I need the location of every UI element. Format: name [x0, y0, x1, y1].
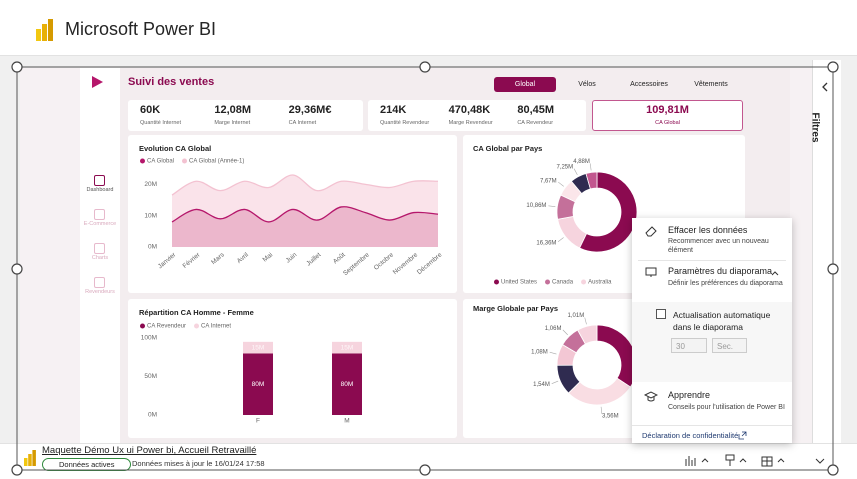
menu-item-title[interactable]: Paramètres du diaporama	[668, 266, 773, 276]
legend-label: CA Global (Année-1)	[189, 159, 244, 165]
monitor-icon	[645, 267, 657, 277]
collapse-chevron[interactable]	[770, 268, 780, 278]
legend-label: CA Global	[147, 159, 174, 165]
donut-slice	[557, 215, 588, 249]
data-label: 80M	[252, 381, 265, 388]
data-label: 15M	[341, 344, 354, 351]
data-label: 1,06M	[545, 326, 562, 332]
app-title: Microsoft Power BI	[65, 19, 217, 39]
header-bar	[0, 0, 857, 56]
x-tick-label: Septembre	[342, 251, 371, 277]
checkbox-label: Actualisation automatique dans le diapor…	[673, 310, 771, 332]
x-tick-label: M	[344, 418, 349, 425]
x-tick-label: Janvier	[157, 251, 178, 270]
update-info: Données mises à jour le 16/01/24 17:58	[132, 459, 265, 468]
x-tick-label: Avril	[236, 251, 251, 265]
y-tick-label: 0M	[148, 244, 157, 251]
x-tick-label: Août	[332, 251, 347, 265]
power-bi-logo	[36, 19, 53, 41]
x-tick-label: Février	[182, 251, 203, 270]
power-bi-logo	[24, 450, 36, 466]
settings-menu: Effacer les données Recommencer avec un …	[632, 218, 792, 443]
menu-item-title[interactable]: Effacer les données	[668, 225, 748, 235]
data-label: 80M	[341, 381, 354, 388]
x-tick-label: Mars	[210, 251, 226, 266]
y-tick-label: 20M	[144, 181, 157, 188]
status-badge[interactable]: Données actives	[42, 458, 132, 471]
leader-line	[562, 329, 568, 336]
data-label: 3,56M	[602, 413, 619, 419]
data-label: 15M	[252, 344, 265, 351]
data-label: 1,08M	[531, 349, 548, 355]
y-tick-label: 100M	[141, 335, 157, 342]
y-tick-label: 10M	[144, 212, 157, 219]
unit-select[interactable]: Sec.	[712, 338, 747, 353]
menu-item-desc: Définir les préférences du diaporama	[668, 280, 783, 287]
legend-label: United States	[501, 280, 537, 286]
x-tick-label: Juin	[285, 251, 299, 264]
x-tick-label: F	[256, 418, 260, 425]
leader-line	[549, 351, 557, 355]
x-tick-label: Octobre	[373, 251, 396, 271]
leader-line	[557, 237, 564, 242]
data-label: 7,25M	[556, 164, 573, 170]
checkbox[interactable]	[656, 309, 666, 319]
legend-marker	[494, 279, 499, 285]
legend-marker	[182, 158, 188, 164]
data-label: 4,88M	[573, 159, 590, 165]
divider	[638, 260, 786, 261]
leader-line	[584, 317, 587, 325]
y-tick-label: 50M	[144, 373, 157, 380]
legend-marker	[140, 323, 145, 329]
leader-line	[548, 205, 556, 207]
leader-line	[558, 181, 564, 187]
x-tick-label: Mai	[262, 251, 275, 263]
data-label: 10,86M	[526, 203, 546, 209]
x-tick-label: Décembre	[416, 251, 444, 276]
menu-item-desc: Recommencer avec un nouveau élément	[668, 238, 769, 254]
chart-title: Répartition CA Homme - Femme	[139, 308, 254, 317]
privacy-link[interactable]: Déclaration de confidentialité	[642, 431, 739, 440]
data-label: 16,36M	[536, 241, 556, 247]
interval-input[interactable]: 30	[671, 338, 707, 353]
leader-line	[573, 168, 578, 176]
y-tick-label: 0M	[148, 412, 157, 419]
x-tick-label: Novembre	[392, 251, 420, 276]
chart-title: CA Global par Pays	[473, 144, 542, 153]
chart-title: Evolution CA Global	[139, 144, 211, 153]
leader-line	[589, 163, 592, 171]
legend-marker	[194, 323, 200, 329]
chart-title: Marge Globale par Pays	[473, 304, 558, 313]
legend-label: CA Revendeur	[147, 324, 186, 330]
data-label: 7,67M	[540, 178, 557, 184]
report-link[interactable]: Maquette Démo Ux ui Power bi, Accueil Re…	[42, 445, 257, 456]
menu-item-desc: Conseils pour l'utilisation de Power BI	[668, 404, 785, 411]
legend-label: CA Internet	[201, 324, 231, 330]
divider	[632, 425, 792, 426]
data-label: 1,54M	[533, 382, 550, 388]
learn-icon	[644, 391, 658, 402]
eraser-icon	[645, 226, 657, 237]
x-tick-label: Juillet	[305, 251, 322, 267]
legend-label: Canada	[552, 280, 574, 286]
toolbar-icons[interactable]	[680, 451, 857, 471]
data-label: 1,01M	[568, 313, 585, 319]
external-icon	[738, 431, 747, 440]
legend-marker	[140, 158, 145, 164]
legend-marker	[545, 279, 551, 285]
menu-item-title[interactable]: Apprendre	[668, 390, 711, 400]
leader-line	[551, 380, 559, 384]
legend-marker	[581, 279, 587, 285]
legend-label: Australia	[588, 280, 612, 286]
